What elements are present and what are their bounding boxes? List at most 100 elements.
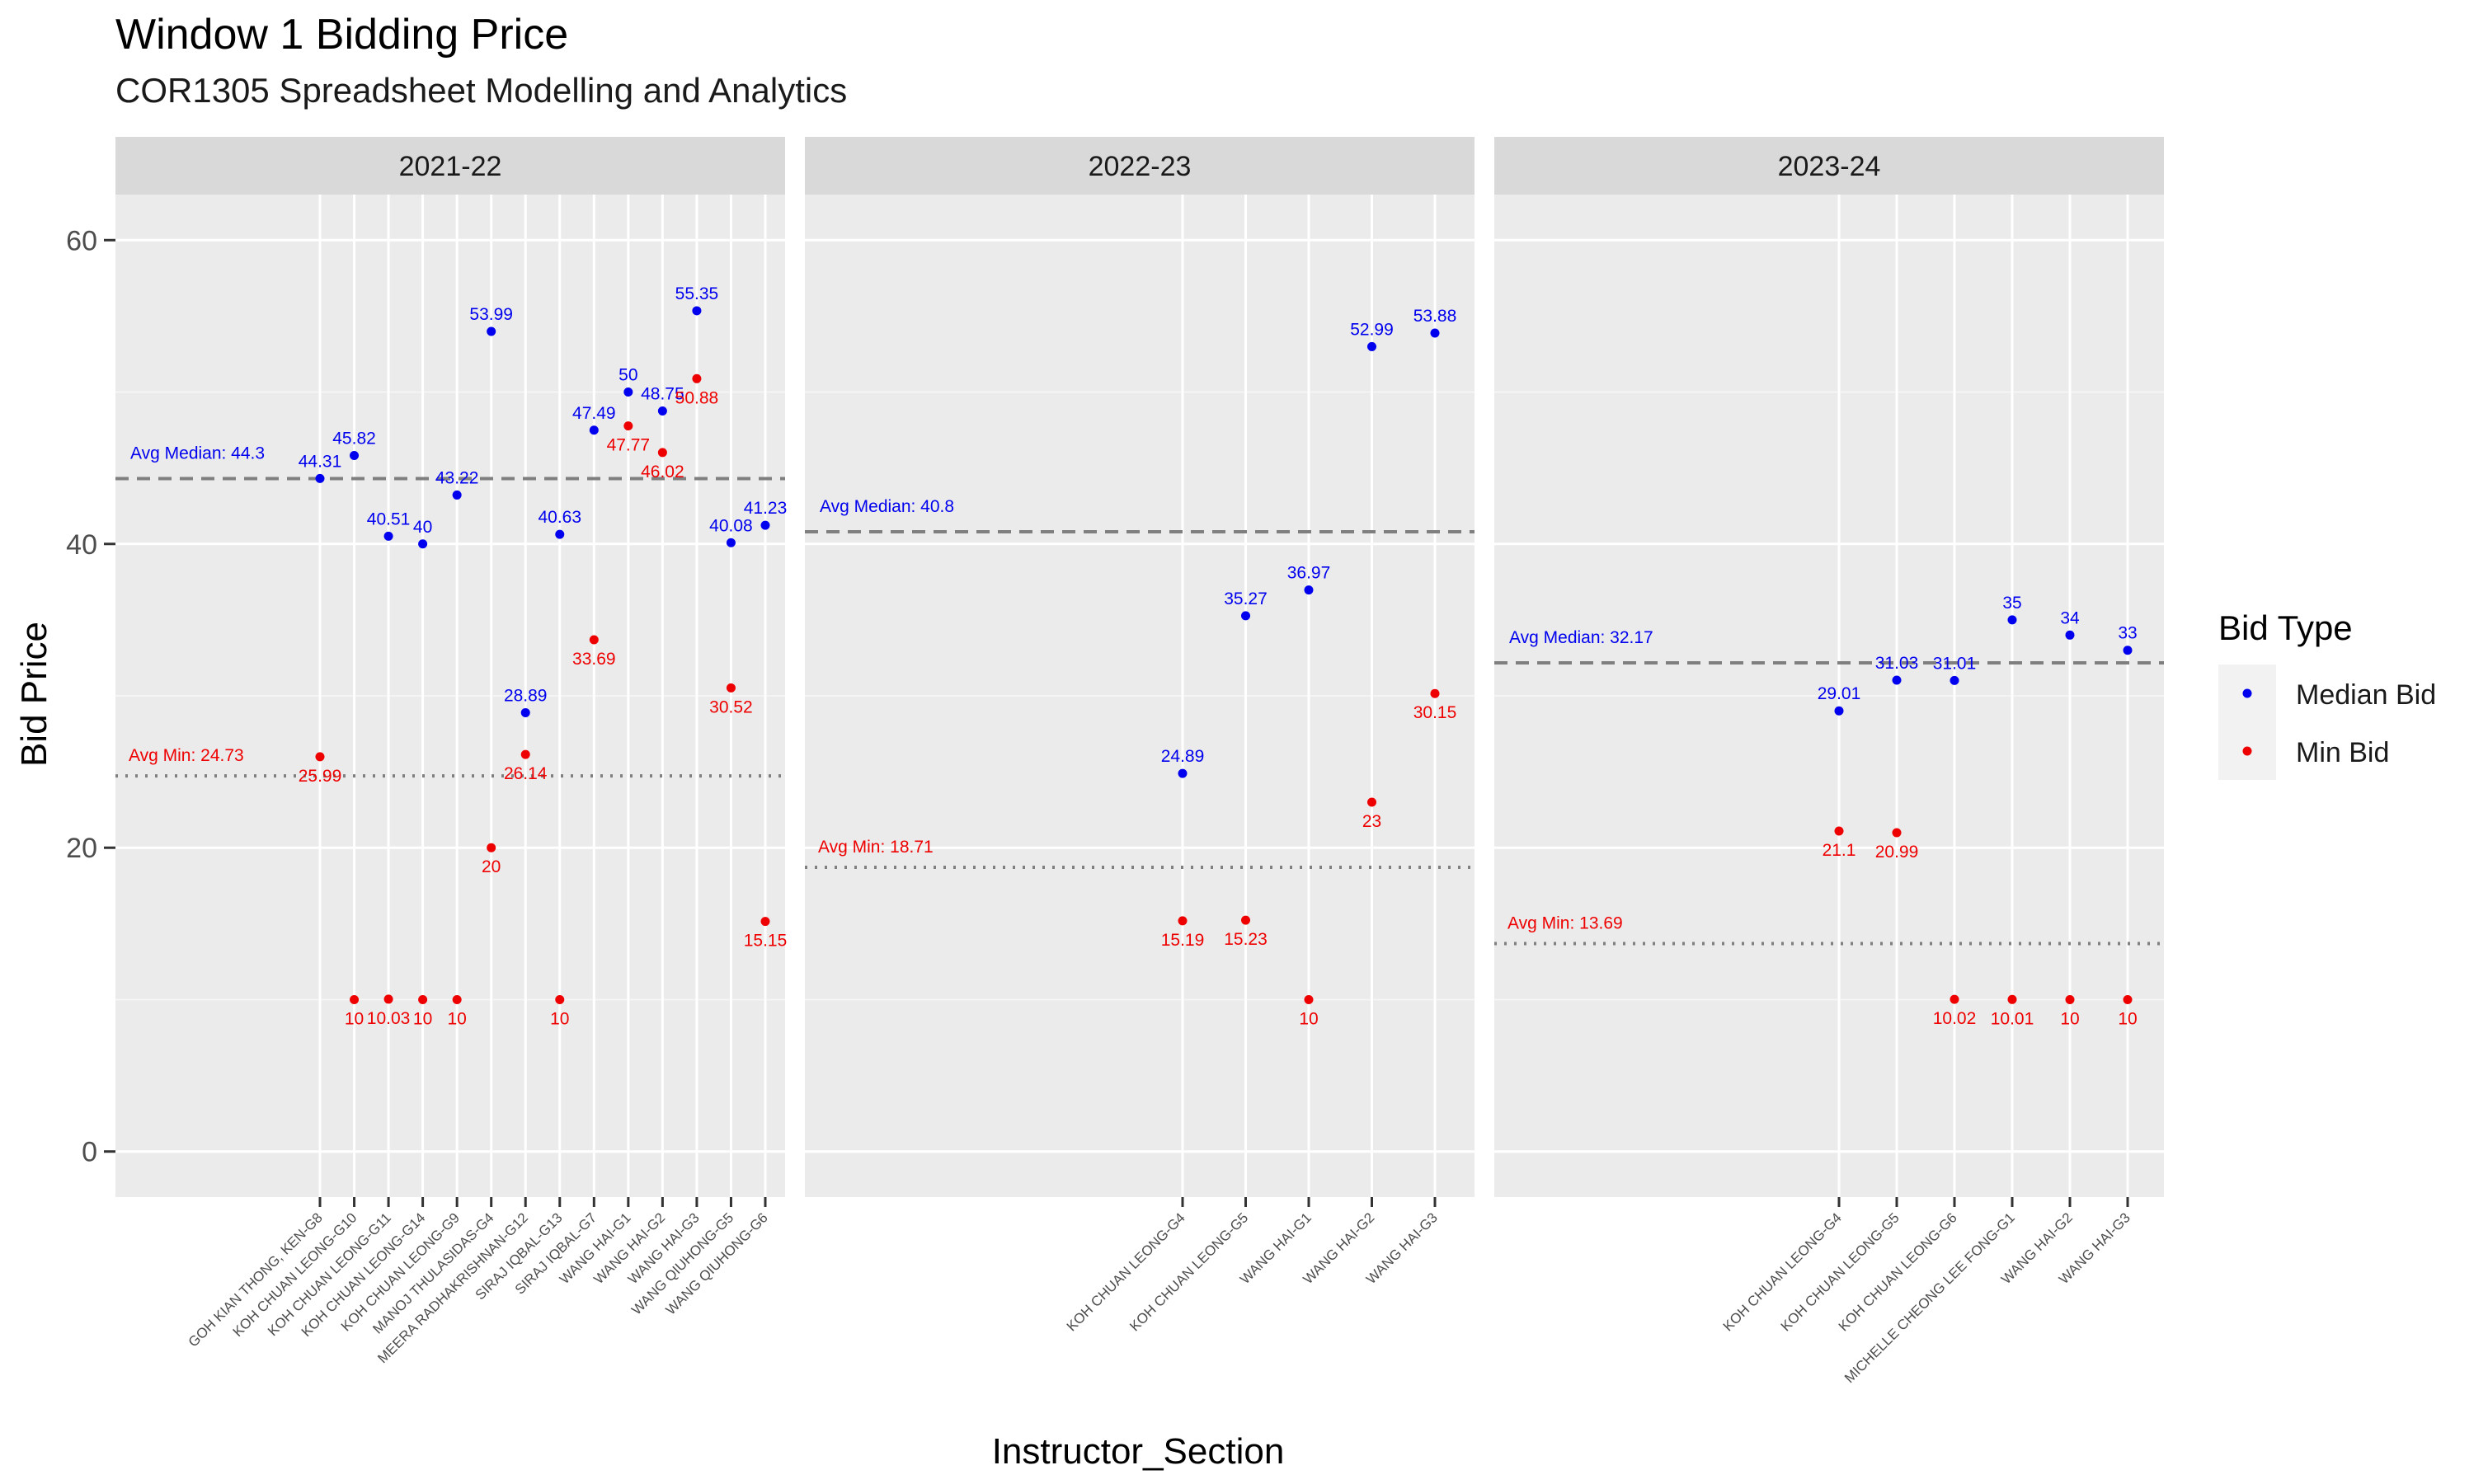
median-bid-point — [2065, 630, 2075, 640]
min-bid-label: 33.69 — [572, 650, 616, 669]
min-bid-point — [1241, 915, 1250, 925]
median-bid-label: 29.01 — [1818, 684, 1861, 703]
median-bid-point — [1367, 341, 1376, 351]
facet-strip — [1494, 137, 2164, 195]
min-bid-label: 10 — [2118, 1009, 2137, 1028]
min-bid-point — [1430, 688, 1440, 698]
median-bid-label: 34 — [2060, 608, 2080, 627]
median-bid-point — [520, 707, 530, 717]
median-bid-label: 47.49 — [572, 404, 616, 423]
facet-label: 2022-23 — [1089, 151, 1192, 182]
median-bid-label: 35.27 — [1224, 589, 1268, 608]
min-bid-point — [589, 635, 599, 645]
median-bid-label: 31.01 — [1933, 654, 1977, 673]
min-bid-label: 10 — [1299, 1009, 1318, 1028]
x-tick-label: KOH CHUAN LEONG-G4 — [1064, 1209, 1188, 1334]
min-bid-point — [2007, 994, 2017, 1004]
median-bid-label: 55.35 — [675, 284, 719, 303]
median-bid-label: 35 — [2002, 594, 2021, 613]
min-bid-label: 21.1 — [1823, 841, 1856, 860]
legend-min-bid-marker — [2242, 746, 2252, 756]
min-bid-label: 10.02 — [1933, 1009, 1977, 1028]
avg-min-label: Avg Min: 18.71 — [818, 838, 934, 857]
min-bid-point — [2123, 994, 2133, 1004]
min-bid-point — [452, 994, 462, 1004]
median-bid-label: 33 — [2118, 624, 2137, 643]
legend-item-label: Median Bid — [2296, 679, 2436, 711]
x-tick-label: KOH CHUAN LEONG-G5 — [1778, 1209, 1903, 1334]
chart-title: Window 1 Bidding Price — [115, 11, 569, 59]
median-bid-point — [487, 326, 496, 336]
median-bid-label: 50 — [618, 366, 637, 385]
min-bid-label: 15.23 — [1224, 930, 1268, 949]
median-bid-label: 31.03 — [1875, 654, 1919, 673]
median-bid-point — [692, 306, 702, 316]
min-bid-label: 10 — [447, 1009, 466, 1028]
min-bid-label: 10.03 — [367, 1009, 411, 1028]
median-bid-point — [726, 538, 736, 547]
median-bid-point — [623, 387, 633, 397]
min-bid-point — [760, 917, 770, 927]
median-bid-point — [452, 490, 462, 500]
min-bid-point — [1367, 797, 1376, 807]
min-bid-point — [520, 749, 530, 759]
median-bid-label: 36.97 — [1287, 564, 1331, 583]
median-bid-label: 40.51 — [367, 510, 411, 528]
avg-min-label: Avg Min: 24.73 — [129, 746, 244, 765]
facet-strip — [115, 137, 785, 195]
median-bid-point — [1892, 675, 1902, 685]
facet-label: 2023-24 — [1778, 151, 1881, 182]
median-bid-label: 53.99 — [469, 305, 513, 324]
median-bid-point — [315, 473, 325, 483]
y-tick-label: 20 — [66, 833, 97, 864]
median-bid-label: 44.31 — [299, 452, 342, 471]
median-bid-point — [2007, 615, 2017, 625]
median-bid-point — [1430, 328, 1440, 338]
min-bid-point — [1178, 916, 1188, 926]
median-bid-point — [418, 539, 428, 549]
min-bid-label: 15.19 — [1161, 931, 1205, 950]
min-bid-label: 10 — [345, 1009, 364, 1028]
y-tick-label: 0 — [82, 1137, 97, 1168]
min-bid-label: 23 — [1362, 812, 1381, 831]
x-tick-label: KOH CHUAN LEONG-G4 — [1720, 1209, 1845, 1334]
min-bid-point — [383, 994, 393, 1004]
median-bid-label: 52.99 — [1350, 320, 1394, 339]
min-bid-label: 10.01 — [1991, 1009, 2034, 1028]
min-bid-point — [418, 994, 428, 1004]
median-bid-label: 45.82 — [332, 430, 376, 448]
median-bid-point — [1834, 706, 1844, 716]
median-bid-point — [350, 451, 360, 461]
median-bid-point — [2123, 646, 2133, 655]
min-bid-point — [555, 994, 565, 1004]
median-bid-point — [1178, 768, 1188, 778]
min-bid-point — [487, 843, 496, 852]
min-bid-point — [692, 373, 702, 383]
median-bid-label: 53.88 — [1413, 307, 1457, 326]
min-bid-point — [1950, 994, 1959, 1004]
y-tick-label: 60 — [66, 225, 97, 256]
min-bid-label: 10 — [413, 1009, 432, 1028]
avg-min-label: Avg Min: 13.69 — [1507, 913, 1623, 932]
min-bid-label: 50.88 — [675, 388, 719, 407]
avg-median-label: Avg Median: 32.17 — [1509, 628, 1653, 647]
min-bid-label: 30.52 — [709, 697, 753, 716]
x-tick-label: KOH CHUAN LEONG-G5 — [1126, 1209, 1251, 1334]
median-bid-point — [657, 406, 667, 416]
median-bid-point — [589, 425, 599, 435]
min-bid-point — [2065, 994, 2075, 1004]
median-bid-point — [1304, 585, 1314, 595]
median-bid-label: 28.89 — [504, 686, 548, 705]
min-bid-point — [1834, 826, 1844, 836]
min-bid-label: 10 — [550, 1009, 569, 1028]
min-bid-label: 46.02 — [641, 463, 684, 481]
y-tick-label: 40 — [66, 529, 97, 561]
min-bid-label: 10 — [2060, 1009, 2079, 1028]
legend-median-bid-marker — [2242, 688, 2252, 698]
median-bid-label: 41.23 — [744, 499, 788, 518]
median-bid-label: 43.22 — [435, 468, 479, 487]
median-bid-label: 24.89 — [1161, 747, 1205, 766]
median-bid-label: 40 — [413, 518, 432, 537]
